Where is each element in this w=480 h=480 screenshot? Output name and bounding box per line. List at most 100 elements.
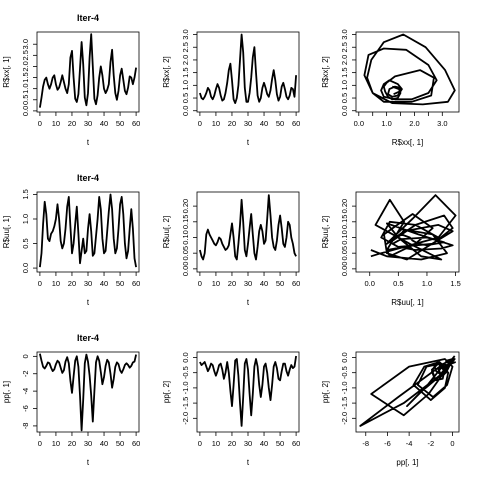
y-tick-label: 1.0 xyxy=(181,80,190,90)
x-tick-label: 20 xyxy=(228,439,236,448)
panel-p12: 0 10 20 30 40 50 60 0.0 0.5 1.0 1.5 2.0 2.5 3.0 t R$xx[… xyxy=(162,29,300,147)
y-tick-label: 0.20 xyxy=(340,199,349,214)
x-tick-label: 10 xyxy=(52,439,60,448)
y-tick-label: 3.0 xyxy=(181,29,190,39)
x-axis-label: t xyxy=(247,458,250,467)
y-axis-label: R$uu[, 1] xyxy=(2,216,11,248)
y-tick-label: -6 xyxy=(21,405,30,412)
panel-p22: 0 10 20 30 40 50 60 0.000.050.100.150.20 t R$uu[,… xyxy=(162,191,300,307)
x-tick-label: 60 xyxy=(292,279,300,288)
panel-p33: -8 -6 -4 -2 0 -2.0 -1.5 -1.0 -0.5 0.0 pp[, 1] pp[, … xyxy=(321,351,460,467)
x-tick-label: 50 xyxy=(116,279,124,288)
y-axis-label: pp[, 2] xyxy=(162,381,171,403)
y-tick-label: -2 xyxy=(21,370,30,377)
y-tick-label: 0.5 xyxy=(21,238,30,248)
x-tick-label: 0 xyxy=(38,439,42,448)
x-axis-label: t xyxy=(87,458,90,467)
plot-frame xyxy=(355,191,460,273)
x-tick-label: 1.0 xyxy=(381,119,391,128)
x-axis-label: t xyxy=(247,298,250,307)
x-tick-label: 40 xyxy=(100,279,108,288)
series-line xyxy=(370,194,457,261)
y-tick-label: 1.5 xyxy=(21,189,30,199)
x-tick-label: 0 xyxy=(198,279,202,288)
y-tick-label: 0.10 xyxy=(340,230,349,245)
y-tick-label: 2.5 xyxy=(181,42,190,52)
y-tick-label: 0.0 xyxy=(21,106,30,116)
x-tick-label: 30 xyxy=(84,439,92,448)
x-tick-label: 1.5 xyxy=(450,279,460,288)
series-line xyxy=(39,193,137,268)
y-tick-label: 1.5 xyxy=(21,72,30,82)
y-tick-label: 2.0 xyxy=(340,55,349,65)
series-line xyxy=(363,33,456,106)
plot-frame xyxy=(196,191,300,273)
y-tick-label: 0.5 xyxy=(340,93,349,103)
x-tick-label: 20 xyxy=(228,119,236,128)
y-tick-label: 0.0 xyxy=(181,106,190,116)
x-tick-label: 20 xyxy=(68,119,76,128)
x-tick-label: 0.5 xyxy=(393,279,403,288)
y-tick-label: -1.0 xyxy=(181,381,190,394)
y-tick-label: 0.0 xyxy=(21,263,30,273)
x-tick-label: 10 xyxy=(212,439,220,448)
x-tick-label: 40 xyxy=(260,279,268,288)
x-tick-label: 10 xyxy=(212,119,220,128)
x-tick-label: 40 xyxy=(100,439,108,448)
x-tick-label: 10 xyxy=(52,119,60,128)
panel-p11: 0 10 20 30 40 50 60 0.00.5 1.01.52.02.53.0 t R$xx[… xyxy=(2,13,140,147)
y-tick-label: 2.0 xyxy=(21,61,30,71)
plot-frame xyxy=(355,351,460,433)
x-tick-label: 60 xyxy=(132,279,140,288)
x-tick-label: 10 xyxy=(212,279,220,288)
x-tick-label: 2.0 xyxy=(409,119,419,128)
series-line xyxy=(199,355,297,427)
x-axis-label: t xyxy=(87,298,90,307)
panel-p21: 0 10 20 30 40 50 60 0.0 0.5 1.0 1.5 t R$uu[, 1] Iter-… xyxy=(2,173,140,307)
x-tick-label: 50 xyxy=(276,119,284,128)
series-line xyxy=(39,33,137,108)
x-tick-label: 0 xyxy=(198,119,202,128)
y-tick-label: 0.05 xyxy=(181,246,190,261)
x-tick-label: 30 xyxy=(244,279,252,288)
y-tick-label: 0.15 xyxy=(181,214,190,229)
x-tick-label: 50 xyxy=(116,439,124,448)
y-tick-label: -0.5 xyxy=(181,366,190,379)
y-axis-label: R$uu[, 2] xyxy=(321,216,330,248)
y-tick-label: 0.0 xyxy=(340,106,349,116)
x-tick-label: 60 xyxy=(292,439,300,448)
x-tick-label: 0.0 xyxy=(365,279,375,288)
x-tick-label: 30 xyxy=(244,119,252,128)
y-tick-label: 2.0 xyxy=(181,55,190,65)
x-tick-label: -6 xyxy=(384,439,391,448)
y-axis-label: R$xx[, 1] xyxy=(2,56,11,88)
x-tick-label: -8 xyxy=(362,439,369,448)
panel-p32: 0 10 20 30 40 50 60 -2.0 -1.5 -1.0 -0.5 0.0 t pp[, 2] xyxy=(162,351,300,467)
x-tick-label: 40 xyxy=(260,439,268,448)
panel-p23: 0.0 0.5 1.0 1.5 0.000.050.100.150.20 R$uu[, 1… xyxy=(321,191,461,307)
y-tick-label: 0.10 xyxy=(181,230,190,245)
x-tick-label: 10 xyxy=(52,279,60,288)
x-axis-label: R$xx[, 1] xyxy=(392,138,424,147)
y-tick-label: 2.5 xyxy=(21,50,30,60)
x-tick-label: 60 xyxy=(292,119,300,128)
panel-p31: 0 10 20 30 40 50 60 -8 -6 -4 -2 0 t pp[, 1] Iter-4 xyxy=(2,333,140,467)
y-tick-label: 3.0 xyxy=(340,29,349,39)
y-tick-label: 0.05 xyxy=(340,246,349,261)
x-tick-label: 20 xyxy=(68,439,76,448)
plot-title: Iter-4 xyxy=(77,173,99,183)
y-tick-label: 0.0 xyxy=(181,352,190,362)
y-tick-label: 0.5 xyxy=(181,93,190,103)
x-tick-label: 3.0 xyxy=(437,119,447,128)
series-line xyxy=(39,353,137,432)
x-tick-label: 1.0 xyxy=(422,279,432,288)
y-tick-label: 0.0 xyxy=(340,352,349,362)
y-tick-label: -1.5 xyxy=(340,397,349,410)
x-tick-label: 0 xyxy=(198,439,202,448)
plot-frame xyxy=(355,31,460,113)
series-line xyxy=(199,194,297,261)
y-axis-label: R$uu[, 2] xyxy=(162,216,171,248)
y-axis-label: R$xx[, 2] xyxy=(162,56,171,88)
x-tick-label: 50 xyxy=(116,119,124,128)
